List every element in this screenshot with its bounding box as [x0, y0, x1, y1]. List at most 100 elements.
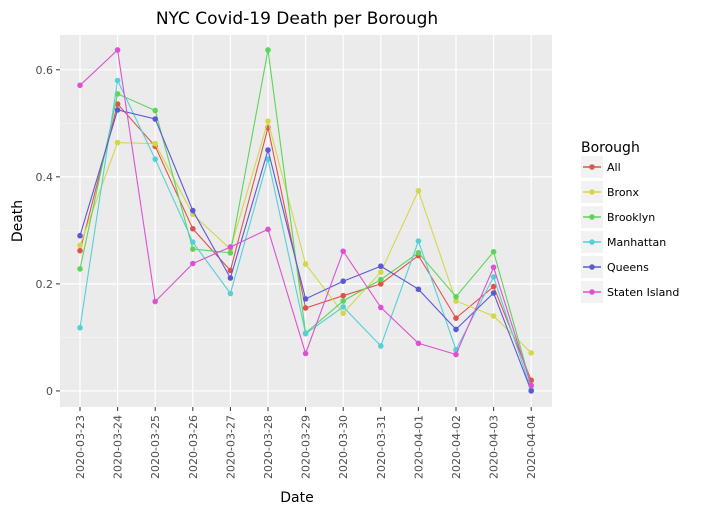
x-tick-label: 2020-04-02	[450, 415, 463, 479]
x-tick-label: 2020-03-27	[224, 415, 237, 479]
data-point-brooklyn	[152, 107, 158, 114]
data-point-all	[302, 305, 309, 311]
x-tick-label: 2020-03-31	[375, 415, 388, 479]
data-point-brooklyn	[190, 246, 196, 252]
legend-item-staten-island: Staten Island	[581, 281, 679, 303]
data-point-staten-island	[152, 298, 158, 305]
x-tick-label: 2020-03-24	[112, 415, 125, 479]
y-tick-label: 0.6	[36, 64, 54, 77]
data-point-all	[453, 315, 459, 321]
data-point-bronx	[528, 350, 534, 356]
data-point-queens	[453, 326, 459, 333]
legend-item-brooklyn: Brooklyn	[581, 206, 655, 228]
y-axis-label: Death	[10, 200, 26, 242]
data-point-staten-island	[453, 351, 459, 358]
legend-key-point	[589, 289, 595, 295]
x-tick-label: 2020-04-01	[412, 415, 425, 479]
legend-key-point	[589, 239, 595, 245]
data-point-queens	[190, 207, 196, 214]
x-tick-label: 2020-03-28	[262, 415, 275, 479]
data-point-queens	[114, 107, 121, 113]
data-point-queens	[490, 290, 497, 296]
data-point-manhattan	[190, 239, 196, 245]
data-point-queens	[227, 275, 234, 281]
legend-item-all: All	[581, 156, 621, 178]
x-tick-label: 2020-03-23	[74, 415, 87, 479]
legend-label: All	[607, 161, 621, 174]
series-layer	[77, 47, 534, 394]
data-point-staten-island	[190, 260, 196, 267]
legend-item-queens: Queens	[581, 256, 649, 278]
data-point-bronx	[302, 261, 309, 267]
data-point-bronx	[378, 269, 384, 275]
legend-label: Brooklyn	[607, 211, 655, 224]
legend-title: Borough	[581, 140, 640, 156]
legend-key-point	[589, 214, 595, 220]
data-point-all	[490, 283, 497, 290]
data-point-all	[378, 281, 384, 287]
data-point-bronx	[265, 118, 271, 124]
data-point-bronx	[340, 310, 347, 317]
data-point-queens	[77, 232, 83, 239]
data-point-bronx	[415, 187, 422, 194]
x-tick-label: 2020-04-04	[525, 415, 538, 479]
data-point-bronx	[152, 140, 158, 147]
data-point-staten-island	[302, 350, 309, 357]
data-point-staten-island	[528, 382, 534, 389]
data-point-brooklyn	[265, 47, 271, 53]
major-gridlines	[60, 35, 552, 407]
data-point-staten-island	[415, 340, 422, 347]
legend-label: Manhattan	[607, 236, 666, 249]
y-axis: 0 0.2 0.4 0.6	[36, 64, 60, 398]
y-tick-label: 0.4	[36, 171, 54, 184]
data-point-staten-island	[114, 47, 121, 53]
data-point-manhattan	[152, 156, 158, 162]
x-tick-label: 2020-03-29	[300, 415, 313, 479]
x-tick-label: 2020-03-26	[187, 415, 200, 479]
legend-label: Queens	[607, 261, 649, 274]
data-point-brooklyn	[490, 248, 497, 255]
series-bronx	[77, 118, 534, 356]
legend-key-point	[589, 264, 595, 270]
legend-key-point	[589, 164, 595, 170]
data-point-bronx	[490, 313, 497, 319]
data-point-queens	[340, 278, 347, 285]
chart-title: NYC Covid-19 Death per Borough	[156, 9, 438, 29]
legend-key-point	[589, 189, 595, 195]
x-axis: 2020-03-23 2020-03-24 2020-03-25 2020-03-26…	[74, 407, 538, 479]
data-point-bronx	[77, 242, 83, 249]
data-point-manhattan	[227, 290, 234, 297]
data-point-staten-island	[378, 304, 384, 311]
series-queens	[77, 107, 534, 394]
data-point-brooklyn	[77, 266, 83, 272]
legend-label: Staten Island	[607, 286, 679, 299]
data-point-brooklyn	[415, 250, 422, 256]
x-tick-label: 2020-03-25	[149, 415, 162, 479]
data-point-bronx	[453, 298, 459, 304]
data-point-staten-island	[227, 244, 234, 250]
legend-item-bronx: Bronx	[581, 181, 640, 203]
data-point-queens	[152, 116, 158, 122]
data-point-bronx	[114, 139, 121, 146]
data-point-queens	[302, 296, 309, 302]
data-point-manhattan	[415, 238, 422, 244]
data-point-brooklyn	[378, 276, 384, 283]
data-point-manhattan	[378, 343, 384, 349]
data-point-staten-island	[77, 82, 83, 89]
data-point-staten-island	[490, 264, 497, 271]
data-point-staten-island	[340, 248, 347, 255]
legend-item-manhattan: Manhattan	[581, 231, 666, 253]
data-point-queens	[265, 147, 271, 153]
legend-label: Bronx	[607, 186, 640, 199]
data-point-brooklyn	[227, 250, 234, 256]
x-tick-label: 2020-03-30	[337, 415, 350, 479]
y-tick-label: 0.2	[36, 278, 54, 291]
series-staten-island	[77, 47, 534, 389]
data-point-brooklyn	[340, 298, 347, 304]
data-point-all	[190, 225, 196, 232]
data-point-manhattan	[114, 77, 121, 84]
data-point-manhattan	[340, 304, 347, 310]
x-axis-label: Date	[280, 490, 313, 506]
